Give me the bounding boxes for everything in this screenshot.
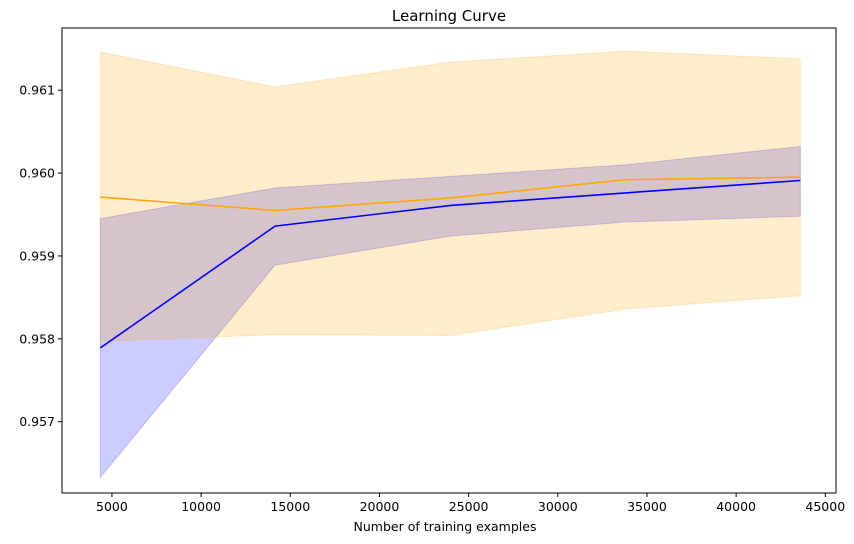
x-axis-label: Number of training examples xyxy=(354,519,537,534)
x-tick-label: 45000 xyxy=(805,499,845,514)
series-1-line xyxy=(99,179,801,349)
x-tick-label: 10000 xyxy=(181,499,221,514)
plot-frame xyxy=(61,27,837,494)
y-tick-label: 0.958 xyxy=(19,331,55,346)
x-axis: 5000 10000 15000 20000 25000 30000 35000 40000 4… xyxy=(96,493,845,514)
series-2-line xyxy=(100,176,801,212)
y-tick-label: 0.959 xyxy=(19,248,55,263)
line-layer xyxy=(99,176,801,349)
y-tick-label: 0.960 xyxy=(19,166,55,181)
x-tick-label: 15000 xyxy=(270,499,310,514)
x-tick-label: 40000 xyxy=(716,499,756,514)
series-1-band xyxy=(99,145,801,479)
y-axis: 0.957 0.958 0.959 0.960 0.961 xyxy=(19,83,62,429)
x-tick-label: 5000 xyxy=(96,499,128,514)
band-layer xyxy=(99,50,801,479)
series-2-band xyxy=(99,50,801,342)
x-tick-label: 25000 xyxy=(449,499,489,514)
x-tick-label: 30000 xyxy=(538,499,578,514)
x-tick-label: 35000 xyxy=(627,499,667,514)
x-tick-label: 20000 xyxy=(360,499,400,514)
y-tick-label: 0.961 xyxy=(19,83,55,98)
y-tick-label: 0.957 xyxy=(19,414,55,429)
chart-title: Learning Curve xyxy=(392,7,506,25)
